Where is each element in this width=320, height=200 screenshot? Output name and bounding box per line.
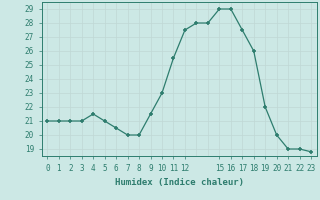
X-axis label: Humidex (Indice chaleur): Humidex (Indice chaleur) — [115, 178, 244, 187]
